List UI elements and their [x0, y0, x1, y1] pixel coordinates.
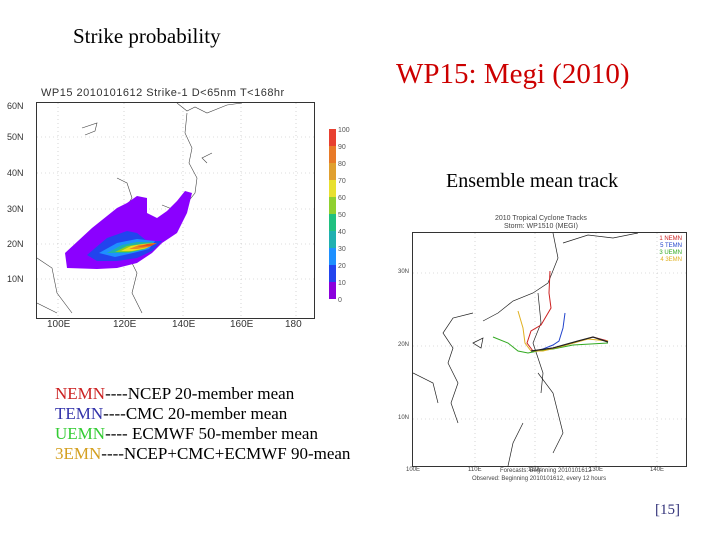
track-map-frame: 1 NEMN 5 TEMN 3 UEMN 4 3EMN: [412, 232, 687, 467]
y-tick: 50N: [7, 132, 24, 142]
y-tick: 30N: [7, 204, 24, 214]
y-tick: 60N: [7, 101, 24, 111]
probability-colorbar: 100 90 80 70 60 50 40 30 20 10 0: [329, 127, 369, 309]
legend-item-3emn: 3EMN----NCEP+CMC+ECMWF 90-mean: [55, 444, 351, 463]
x-tick: 140E: [172, 319, 196, 330]
strike-probability-map: WP15 2010101612 Strike-1 D<65nm T<168hr: [7, 84, 323, 334]
x-tick: 160E: [230, 319, 254, 330]
y-tick: 40N: [7, 168, 24, 178]
y-tick: 10N: [7, 274, 24, 284]
legend-item-nemn: NEMN----NCEP 20-member mean: [55, 384, 295, 403]
ensemble-track-heading: Ensemble mean track: [446, 170, 619, 192]
ensemble-track-map: 2010 Tropical Cyclone Tracks Storm: WP15…: [398, 212, 690, 482]
track-map-plot: [412, 232, 686, 467]
x-tick: 180: [285, 319, 302, 330]
legend-item-uemn: UEMN---- ECMWF 50-member mean: [55, 424, 318, 443]
x-tick: 100E: [47, 319, 71, 330]
strike-probability-heading: Strike probability: [73, 24, 221, 48]
slide-title: WP15: Megi (2010): [396, 58, 630, 90]
y-tick: 20N: [7, 239, 24, 249]
strike-map-frame: [36, 102, 315, 319]
x-tick: 120E: [113, 319, 137, 330]
page-number: [15]: [655, 502, 680, 518]
strike-map-plot: [36, 102, 314, 318]
strike-map-title: WP15 2010101612 Strike-1 D<65nm T<168hr: [41, 87, 285, 99]
track-map-subtitle: Storm: WP1510 (MEGI): [504, 223, 578, 230]
track-map-title: 2010 Tropical Cyclone Tracks: [495, 215, 587, 222]
legend-item-temn: TEMN----CMC 20-member mean: [55, 404, 288, 423]
ensemble-legend: NEMN----NCEP 20-member mean TEMN----CMC …: [55, 384, 350, 464]
